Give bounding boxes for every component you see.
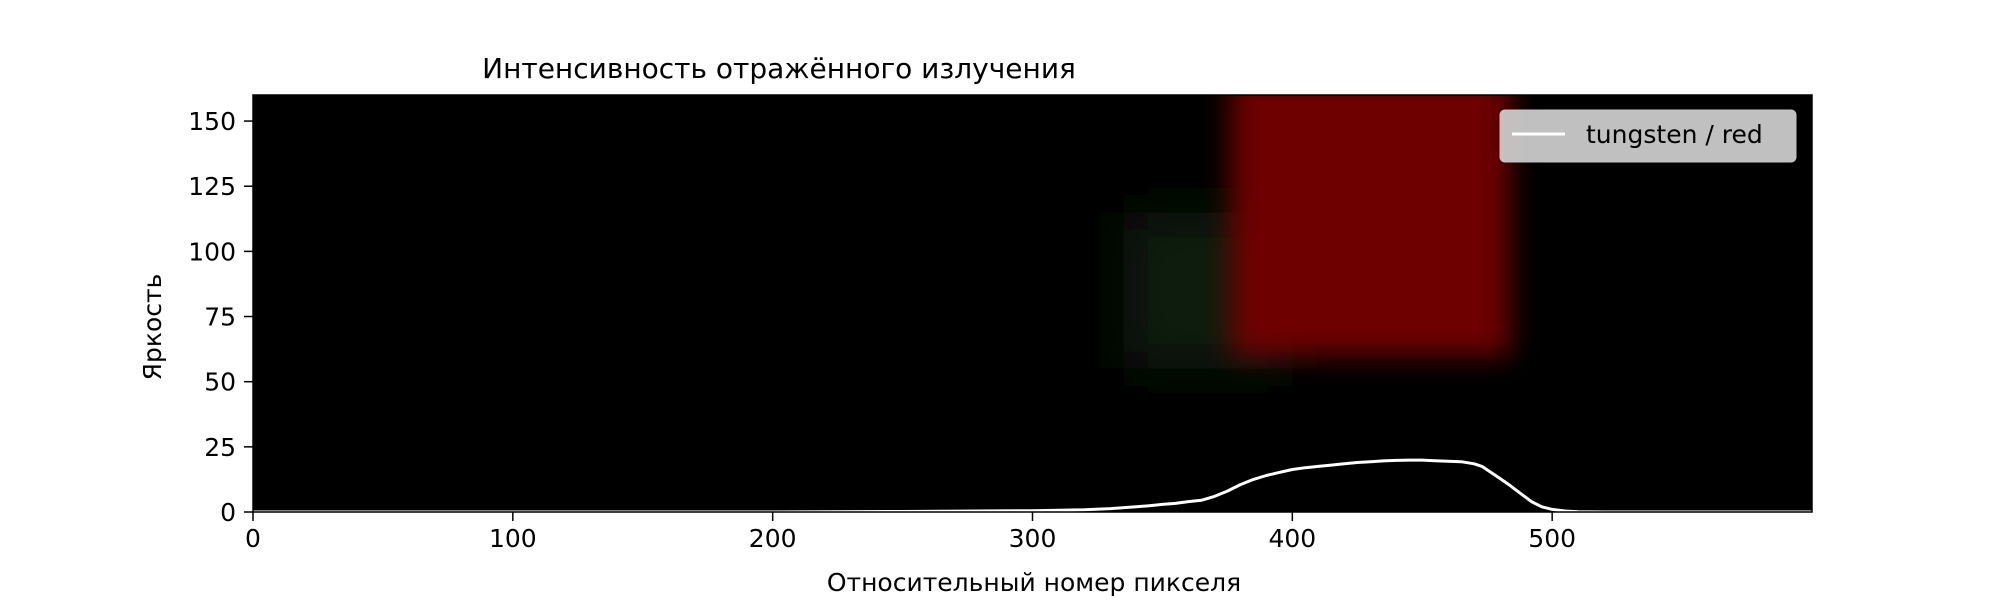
y-tick-label: 150 [188,107,236,136]
y-tick-label: 25 [204,433,236,462]
x-tick-label: 300 [1009,524,1057,553]
y-tick-label: 75 [204,303,236,332]
y-axis-label: Яркость [138,274,167,381]
series-layer [253,458,1812,512]
plot-background [253,95,1812,512]
x-axis: 0 100 200 300 400 500 [245,512,1576,553]
x-tick-label: 500 [1528,524,1576,553]
y-tick-label: 125 [188,172,236,201]
chart-title: Интенсивность отражённого излучения [482,52,1076,85]
legend-box [1499,109,1797,163]
legend: tungsten / red [1499,109,1797,163]
x-tick-label: 400 [1268,524,1316,553]
y-axis: 0 25 50 75 100 125 150 [188,107,253,527]
red-glow-region [1229,95,1511,356]
series-line-0 [253,458,1812,512]
x-tick-label: 200 [749,524,797,553]
legend-label: tungsten / red [1586,120,1763,149]
x-axis-label: Относительный номер пикселя [827,568,1241,597]
x-tick-label: 100 [489,524,537,553]
y-tick-label: 100 [188,237,236,266]
y-tick-label: 50 [204,368,236,397]
y-tick-label: 0 [220,498,236,527]
x-tick-label: 0 [245,524,261,553]
reflection-glow [1123,95,1511,369]
